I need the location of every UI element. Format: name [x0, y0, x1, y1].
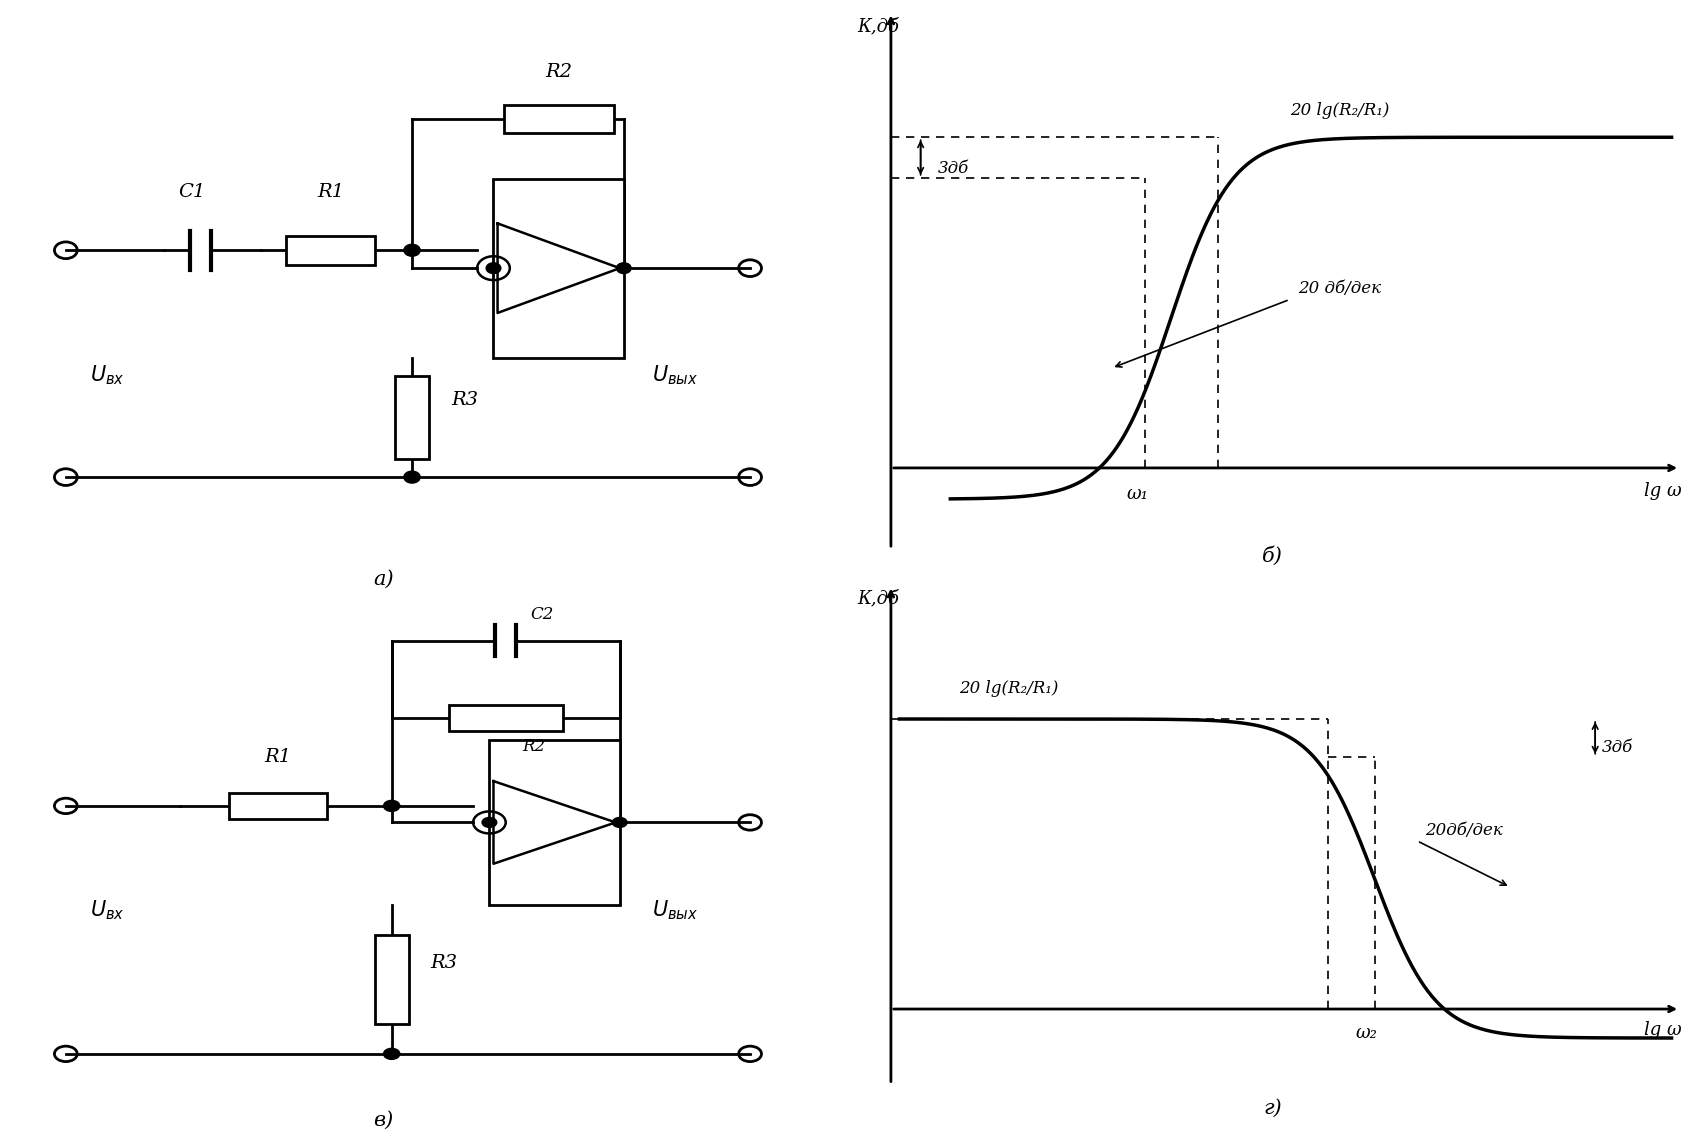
Text: C2: C2 — [529, 605, 553, 622]
Circle shape — [384, 1048, 400, 1060]
Text: lg ω: lg ω — [1644, 1021, 1682, 1039]
Text: г): г) — [1264, 1099, 1281, 1117]
Bar — [448, 705, 563, 731]
Text: lg ω: lg ω — [1644, 482, 1682, 501]
Circle shape — [482, 817, 497, 828]
Text: R2: R2 — [523, 738, 545, 754]
Bar — [285, 236, 375, 264]
Text: 20 lg(R₂/R₁): 20 lg(R₂/R₁) — [959, 680, 1059, 697]
Text: 3дб: 3дб — [937, 160, 969, 177]
Text: R1: R1 — [317, 183, 344, 201]
Text: C1: C1 — [178, 183, 205, 201]
Text: R3: R3 — [431, 954, 458, 972]
Bar — [494, 179, 624, 358]
Text: б): б) — [1263, 545, 1283, 566]
Text: R2: R2 — [545, 63, 572, 82]
Text: $U_{вых}$: $U_{вых}$ — [652, 898, 699, 922]
Bar — [395, 375, 429, 459]
Text: ω₁: ω₁ — [1127, 486, 1147, 503]
Circle shape — [616, 263, 631, 273]
Circle shape — [404, 471, 421, 483]
Text: К,дб: К,дб — [857, 17, 899, 36]
Text: 20дб/дек: 20дб/дек — [1425, 822, 1504, 839]
Text: в): в) — [373, 1110, 394, 1130]
Text: К,дб: К,дб — [857, 589, 899, 607]
Circle shape — [404, 245, 421, 256]
Text: ω₂: ω₂ — [1356, 1024, 1376, 1042]
Bar — [504, 104, 614, 133]
Text: а): а) — [373, 569, 394, 589]
Circle shape — [613, 817, 628, 828]
Text: $U_{вх}$: $U_{вх}$ — [90, 898, 126, 922]
Circle shape — [485, 263, 501, 273]
Text: 20 дб/дек: 20 дб/дек — [1298, 280, 1381, 297]
Bar — [375, 936, 409, 1024]
Text: $U_{вх}$: $U_{вх}$ — [90, 364, 126, 387]
Text: 3дб: 3дб — [1602, 739, 1633, 757]
Text: $U_{вых}$: $U_{вых}$ — [652, 364, 699, 387]
Text: 20 lg(R₂/R₁): 20 lg(R₂/R₁) — [1290, 102, 1390, 119]
Text: R3: R3 — [451, 391, 479, 410]
Bar — [229, 792, 326, 820]
Circle shape — [384, 800, 400, 812]
Text: R1: R1 — [265, 747, 292, 766]
Bar — [489, 739, 619, 905]
